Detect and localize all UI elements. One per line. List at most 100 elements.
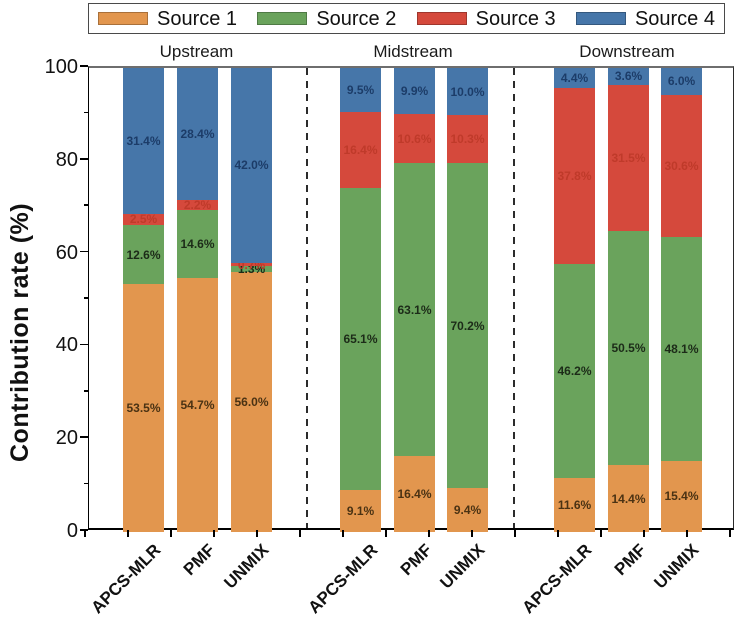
group-title: Midstream [373, 42, 453, 61]
bar-segment-source-4 [340, 67, 381, 112]
x-axis-tick [600, 530, 602, 537]
legend-item-source-3: Source 3 [416, 9, 556, 29]
x-axis-tick [342, 530, 344, 537]
bar-segment-source-4 [447, 68, 488, 115]
y-tick-label: 60 [55, 241, 78, 264]
bar-segment-source-4 [177, 68, 218, 201]
x-category-label: UNMIX [650, 540, 703, 593]
bar-value-label: 63.1% [397, 302, 432, 317]
bar-value-label: 11.6% [557, 498, 592, 513]
bar-segment-source-3 [447, 114, 488, 163]
bar-segment-source-2 [177, 210, 218, 279]
x-axis-tick [471, 530, 473, 537]
legend-label: Source 1 [157, 7, 238, 30]
source-3-swatch [416, 12, 467, 25]
bar-value-label: 54.7% [180, 398, 215, 413]
bar-value-label: 9.4% [453, 503, 482, 518]
source-1-swatch [98, 12, 148, 25]
y-axis-tick [80, 436, 88, 438]
x-axis-tick [256, 530, 258, 537]
bar-value-label: 4.4% [560, 71, 589, 86]
bar-value-label: 28.4% [180, 127, 215, 142]
bar-segment-source-1 [608, 465, 649, 532]
bar-value-label: 1.3% [237, 262, 266, 277]
bar-value-label: 37.8% [557, 169, 592, 184]
bar-segment-source-1 [177, 278, 218, 532]
y-axis-minor-tick [83, 297, 88, 299]
bar-value-label: 16.4% [343, 142, 378, 157]
x-category-label: UNMIX [220, 540, 273, 593]
bar-value-label: 10.6% [397, 131, 432, 146]
group-title: Upstream [159, 42, 234, 61]
bar-segment-source-1 [554, 478, 595, 532]
bar-value-label: 14.6% [180, 237, 215, 252]
bar-value-label: 15.4% [664, 489, 699, 504]
bar-segment-source-4 [123, 68, 164, 214]
x-axis-tick [299, 530, 301, 537]
x-category-label: PMF [396, 540, 436, 580]
y-axis-title: Contribution rate (%) [6, 202, 34, 462]
x-axis-tick [729, 530, 731, 537]
group-separator [306, 68, 308, 528]
legend-item-source-1: Source 1 [98, 9, 237, 29]
bar-segment-source-3 [661, 95, 702, 238]
legend-item-source-2: Source 2 [257, 9, 396, 29]
bar-value-label: 14.4% [611, 491, 646, 506]
y-axis-minor-tick [83, 390, 88, 392]
y-axis-tick [80, 529, 88, 531]
x-axis-tick [686, 530, 688, 537]
bar-segment-source-4 [661, 67, 702, 96]
bar-segment-source-2 [340, 187, 381, 490]
x-axis-tick [514, 530, 516, 537]
x-category-label: PMF [610, 540, 650, 580]
legend-label: Source 4 [634, 7, 715, 30]
group-separator [513, 68, 515, 528]
y-axis-minor-tick [83, 482, 88, 485]
y-axis-tick [80, 250, 88, 253]
x-category-label: APCS-MLR [304, 540, 382, 618]
y-tick-label: 40 [55, 334, 78, 357]
bar-value-label: 10.0% [450, 84, 485, 99]
y-tick-label: 80 [55, 148, 78, 171]
bar-value-label: 31.5% [611, 150, 646, 165]
bar-segment-source-3 [394, 113, 435, 164]
x-axis-tick [170, 530, 172, 537]
source-2-swatch [257, 12, 308, 25]
x-category-label: APCS-MLR [87, 540, 165, 618]
bar-segment-source-1 [340, 489, 381, 532]
y-axis-tick [80, 343, 88, 346]
bar-segment-source-2 [447, 162, 488, 489]
group-title: Downstream [579, 42, 675, 61]
bar-segment-source-2 [554, 263, 595, 479]
bar-segment-source-2 [231, 266, 272, 273]
bar-segment-source-3 [340, 111, 381, 188]
bar-segment-source-3 [554, 88, 595, 264]
bar-value-label: 56.0% [234, 395, 269, 410]
y-axis-minor-tick [83, 204, 88, 206]
x-axis-tick [557, 530, 559, 537]
bar-segment-source-3 [123, 213, 164, 226]
bar-value-label: 31.4% [126, 133, 161, 148]
bar-segment-source-3 [608, 84, 649, 231]
x-axis-tick [213, 530, 215, 537]
bar-value-label: 30.6% [664, 159, 699, 174]
bar-segment-source-2 [608, 230, 649, 466]
x-category-label: APCS-MLR [518, 540, 596, 618]
bar-value-label: 9.9% [400, 83, 429, 98]
y-tick-label: 0 [66, 520, 78, 542]
bar-value-label: 9.1% [346, 503, 375, 518]
legend: Source 1 Source 2 Source 3 Source 4 [88, 3, 725, 34]
bar-value-label: 46.2% [557, 363, 592, 378]
bar-value-label: 50.5% [611, 341, 646, 356]
bar-segment-source-2 [661, 237, 702, 461]
bar-segment-source-1 [447, 488, 488, 532]
bar-segment-source-3 [177, 200, 218, 211]
y-axis-tick [80, 65, 88, 67]
bar-value-label: 48.1% [664, 341, 699, 356]
y-tick-label: 100 [44, 56, 78, 78]
bar-value-label: 12.6% [126, 247, 161, 262]
bar-value-label: 10.3% [450, 131, 485, 146]
bar-segment-source-4 [554, 68, 595, 89]
bar-segment-source-4 [608, 68, 649, 85]
